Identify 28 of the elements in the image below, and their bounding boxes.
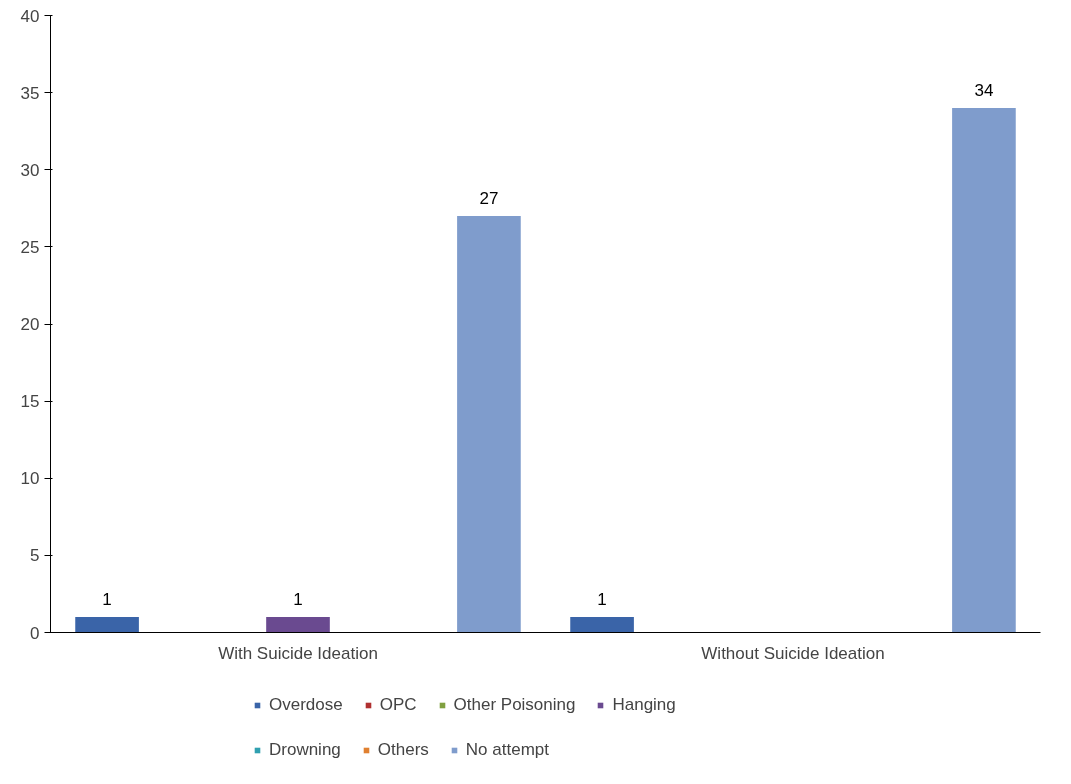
- data-label: 27: [479, 189, 499, 209]
- legend-label: Drowning: [269, 740, 341, 760]
- bar: [75, 617, 139, 633]
- y-tick-label: 0: [30, 623, 40, 643]
- bar: [952, 108, 1016, 633]
- data-label: 1: [597, 590, 607, 610]
- y-tick-label: 20: [20, 315, 40, 334]
- legend-label: Overdose: [269, 695, 343, 715]
- y-tick-label: 35: [20, 83, 40, 103]
- x-tick-label: Without Suicide Ideation: [701, 643, 885, 663]
- data-label: 1: [102, 590, 112, 610]
- y-tick-label: 25: [20, 237, 40, 257]
- data-label: 34: [974, 81, 994, 101]
- legend-label: Others: [377, 740, 429, 760]
- legend-label: Other Poisoning: [453, 695, 576, 715]
- x-tick-label: With Suicide Ideation: [218, 643, 378, 663]
- bar: [570, 617, 634, 633]
- legend-label: Hanging: [612, 695, 676, 715]
- y-tick-label: 30: [20, 160, 40, 180]
- bar: [266, 617, 330, 633]
- data-label: 1: [293, 590, 303, 610]
- y-tick-label: 5: [30, 546, 40, 566]
- bar: [457, 216, 521, 633]
- y-tick-label: 15: [20, 392, 40, 412]
- legend-label: OPC: [379, 695, 417, 715]
- y-tick-label: 10: [20, 469, 40, 489]
- y-tick-label: 40: [20, 6, 40, 26]
- legend-label: No attempt: [465, 740, 549, 760]
